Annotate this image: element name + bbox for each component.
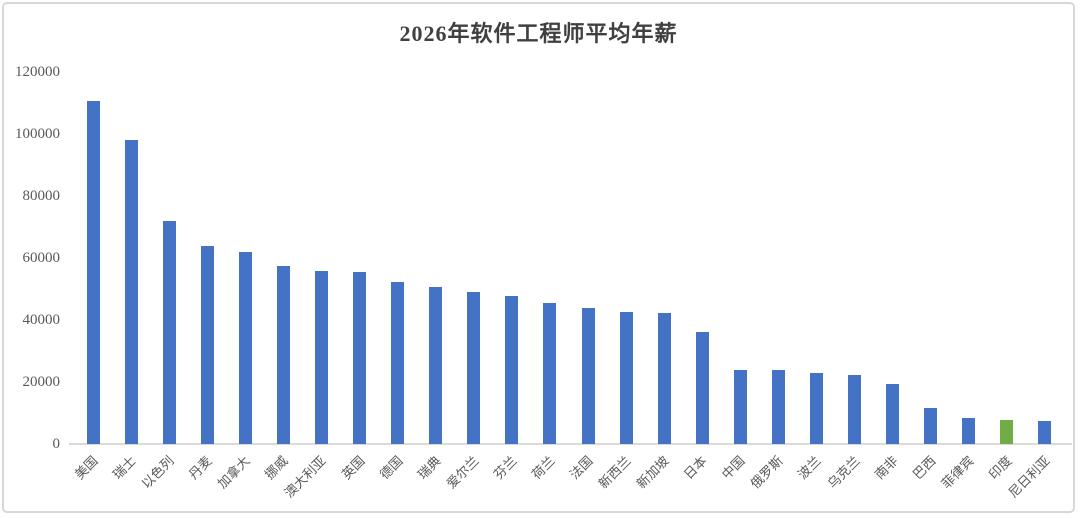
plot-area [69, 72, 1072, 445]
chart-title: 2026年软件工程师平均年薪 [399, 21, 678, 46]
bar-以色列 [162, 220, 176, 444]
bar-加拿大 [238, 251, 252, 444]
x-axis-category-label: 瑞士 [109, 453, 139, 483]
x-axis-category-label: 日本 [681, 453, 711, 483]
bar-印度 [1000, 419, 1014, 444]
x-axis-category-label: 波兰 [795, 453, 825, 483]
bar-瑞典 [429, 286, 443, 444]
y-axis-tick-label: 120000 [15, 64, 60, 80]
x-axis-line [69, 443, 1072, 445]
bar-菲律宾 [962, 418, 976, 444]
y-axis-tick-label: 60000 [22, 250, 61, 266]
bar-巴西 [924, 408, 938, 444]
bar-澳大利亚 [315, 271, 328, 444]
bar-南非 [886, 383, 900, 444]
x-axis-category-label: 加拿大 [214, 453, 254, 492]
bar-爱尔兰 [467, 292, 481, 444]
x-axis-category-label: 俄罗斯 [747, 453, 787, 492]
bar-美国 [86, 101, 100, 444]
x-axis-category-label: 瑞典 [414, 453, 444, 483]
x-axis-category-label: 新西兰 [595, 453, 634, 492]
x-axis-category-label: 印度 [985, 453, 1015, 483]
x-axis-category-label: 南非 [871, 453, 901, 483]
bar-尼日利亚 [1038, 421, 1052, 444]
x-axis-category-label: 新加坡 [633, 453, 672, 492]
x-axis-category-label: 英国 [338, 453, 368, 483]
bar-德国 [391, 281, 405, 444]
bar-瑞士 [124, 140, 138, 444]
x-axis-category-label: 澳大利亚 [281, 453, 330, 501]
bar-挪威 [276, 265, 290, 444]
x-axis-category-label: 荷兰 [528, 453, 558, 483]
bar-俄罗斯 [771, 369, 785, 444]
y-axis-tick-label: 100000 [15, 126, 60, 142]
x-axis-category-label: 丹麦 [186, 453, 216, 483]
bar-法国 [581, 307, 595, 444]
x-axis-category-label: 法国 [566, 453, 596, 483]
x-axis-category-label: 爱尔兰 [443, 453, 482, 492]
bar-丹麦 [200, 245, 214, 444]
x-axis-category-label: 以色列 [138, 453, 177, 492]
y-axis-tick-label: 0 [52, 436, 61, 452]
x-axis-category-label: 菲律宾 [938, 453, 977, 492]
x-axis-category-label: 尼日利亚 [1005, 453, 1053, 501]
bar-日本 [695, 332, 709, 444]
bar-中国 [733, 369, 747, 444]
y-axis-tick-label: 20000 [22, 374, 61, 390]
y-axis-tick-label: 80000 [22, 188, 61, 204]
bar-英国 [353, 271, 367, 444]
bar-芬兰 [505, 295, 519, 444]
x-axis-category-label: 芬兰 [490, 453, 520, 483]
y-axis-tick-label: 40000 [22, 312, 61, 328]
x-axis-category-label: 乌克兰 [824, 453, 863, 492]
bar-波兰 [810, 373, 823, 444]
x-axis-category-label: 美国 [71, 453, 101, 483]
bar-新西兰 [619, 311, 633, 444]
bar-新加坡 [657, 312, 671, 444]
x-axis-category-label: 德国 [376, 453, 406, 483]
x-axis-category-label: 巴西 [909, 453, 939, 483]
bar-乌克兰 [848, 374, 862, 444]
bar-荷兰 [543, 303, 557, 444]
